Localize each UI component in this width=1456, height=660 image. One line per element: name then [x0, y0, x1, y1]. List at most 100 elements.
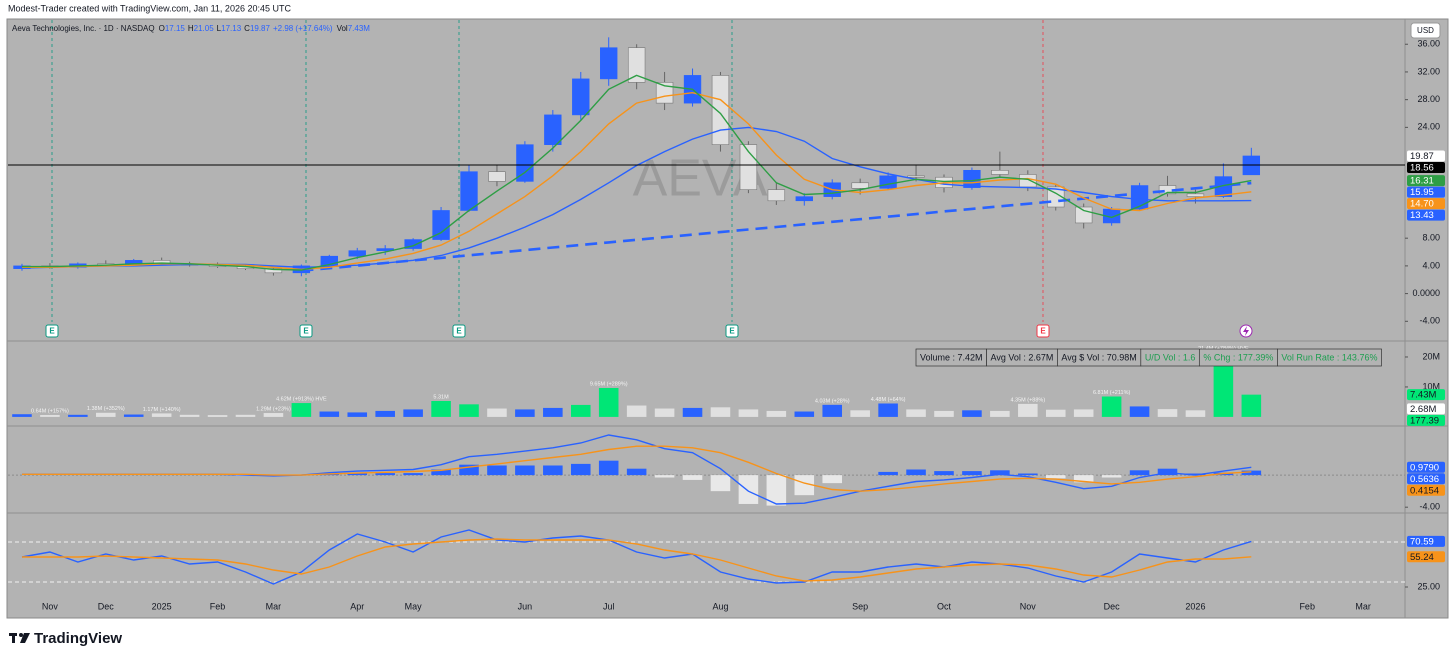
last-value-label: 0.4154: [1410, 485, 1439, 496]
histogram-bar: [1241, 470, 1262, 476]
ohlc-key: L: [217, 24, 222, 33]
volume-bar: [850, 410, 870, 417]
event-label: E: [1040, 327, 1046, 336]
candle-body: [851, 182, 869, 189]
currency-label[interactable]: USD: [1417, 26, 1434, 35]
x-tick-label: Feb: [210, 601, 226, 611]
last-value-label: 19.87: [1410, 151, 1434, 162]
y-tick-label: 24.00: [1417, 122, 1440, 132]
volume-bar: [431, 400, 451, 417]
volume-bar: [179, 414, 200, 417]
volume-label: 5.31M: [433, 394, 449, 400]
logo-part: [20, 633, 30, 643]
volume-bar: [598, 387, 619, 417]
last-value-label: 15.95: [1410, 187, 1434, 198]
volume-bar: [626, 405, 647, 417]
candle-body: [460, 171, 478, 211]
candle-body: [600, 47, 618, 80]
volume-bar: [1185, 410, 1206, 417]
volume-bar: [403, 409, 423, 417]
volume-bar: [515, 409, 535, 417]
volume-bar: [738, 409, 759, 417]
moving-average: [22, 74, 1252, 271]
y-tick-label: 28.00: [1417, 94, 1440, 104]
x-tick-label: Dec: [1104, 601, 1121, 611]
event-badge: [725, 324, 739, 338]
histogram-bar: [1018, 473, 1038, 476]
candle-body: [1075, 206, 1093, 224]
volume-bar: [459, 404, 479, 417]
volume-label: 1.29M (+23%): [256, 406, 291, 412]
candle-body: [572, 78, 590, 116]
volume-bar: [123, 414, 144, 417]
event-badge: [1036, 324, 1050, 338]
histogram-bar: [1073, 475, 1094, 483]
last-value-box: [1407, 551, 1445, 563]
volume-bar: [878, 403, 898, 417]
candle-body: [348, 250, 366, 257]
x-tick-label: May: [405, 601, 423, 611]
last-value-label: 2.68M: [1410, 404, 1436, 415]
histogram-bar: [431, 469, 451, 476]
last-value-box: [1407, 175, 1445, 187]
volume-bar: [570, 404, 591, 417]
last-value-box: [1407, 484, 1445, 496]
y-tick-label: 36.00: [1417, 39, 1440, 49]
volume-bar: [68, 414, 88, 417]
candle-body: [1130, 185, 1149, 210]
volume-bar: [1129, 406, 1150, 417]
x-tick-label: Jun: [518, 601, 533, 611]
last-value-box: [1407, 150, 1445, 162]
last-value-box: [1407, 198, 1445, 210]
histogram-bar: [738, 475, 759, 504]
candle-body: [264, 268, 283, 274]
y-tick-label: -4.00: [1419, 502, 1440, 512]
candle-body: [404, 239, 422, 249]
histogram-bar: [543, 465, 563, 476]
last-value-label: 55.24: [1410, 552, 1434, 563]
info-cell: [1277, 348, 1382, 367]
volume-bar: [822, 404, 843, 417]
moving-average: [22, 91, 1252, 271]
histogram-bar: [1101, 475, 1122, 478]
x-tick-label: Dec: [98, 601, 115, 611]
brand: TradingView: [34, 630, 122, 647]
candle-body: [432, 210, 450, 240]
volume-bar: [263, 413, 284, 417]
histogram-bar: [794, 475, 815, 496]
candle-body: [879, 175, 897, 189]
candle-body: [795, 196, 813, 202]
currency-button[interactable]: [1410, 22, 1441, 39]
volume-bar: [1157, 409, 1178, 417]
volume-bar: [1101, 396, 1122, 417]
vol-key: Vol: [337, 24, 348, 33]
candle-body: [1019, 174, 1037, 188]
info-text: Vol Run Rate : 143.76%: [1281, 352, 1377, 362]
y-tick-label: -4.00: [1419, 316, 1440, 326]
last-value-label: 13.43: [1410, 210, 1434, 221]
volume-label: 4.03M (+28%): [815, 398, 850, 404]
info-text: % Chg : 177.39%: [1203, 352, 1273, 362]
ohlc-value: 21.05: [194, 24, 215, 33]
volume-label: 1.38M (+352%): [87, 406, 125, 412]
volume-bar: [1045, 409, 1066, 417]
x-tick-label: 2026: [1185, 601, 1205, 611]
histogram-bar: [682, 475, 703, 480]
histogram-bar: [962, 471, 982, 476]
last-value-box: [1407, 389, 1445, 401]
volume-bar: [654, 408, 675, 417]
y-tick-label: 25.00: [1417, 581, 1440, 591]
symbol-legend: Aeva Technologies, Inc. · 1D · NASDAQ O17…: [12, 24, 370, 33]
histogram-bar: [570, 463, 591, 476]
candle-body: [488, 171, 506, 182]
histogram-bar: [906, 469, 926, 476]
histogram-bar: [766, 475, 787, 506]
histogram-bar: [1045, 475, 1066, 479]
volume-label: 1.17M (+140%): [143, 407, 181, 413]
logo-part: [12, 633, 15, 643]
vol-value: 7.43M: [348, 24, 371, 33]
volume-bar: [1213, 352, 1234, 417]
volume-label: 6.81M (+211%): [1093, 390, 1131, 396]
rsi-line: [22, 538, 1252, 582]
x-tick-label: Mar: [266, 601, 282, 611]
